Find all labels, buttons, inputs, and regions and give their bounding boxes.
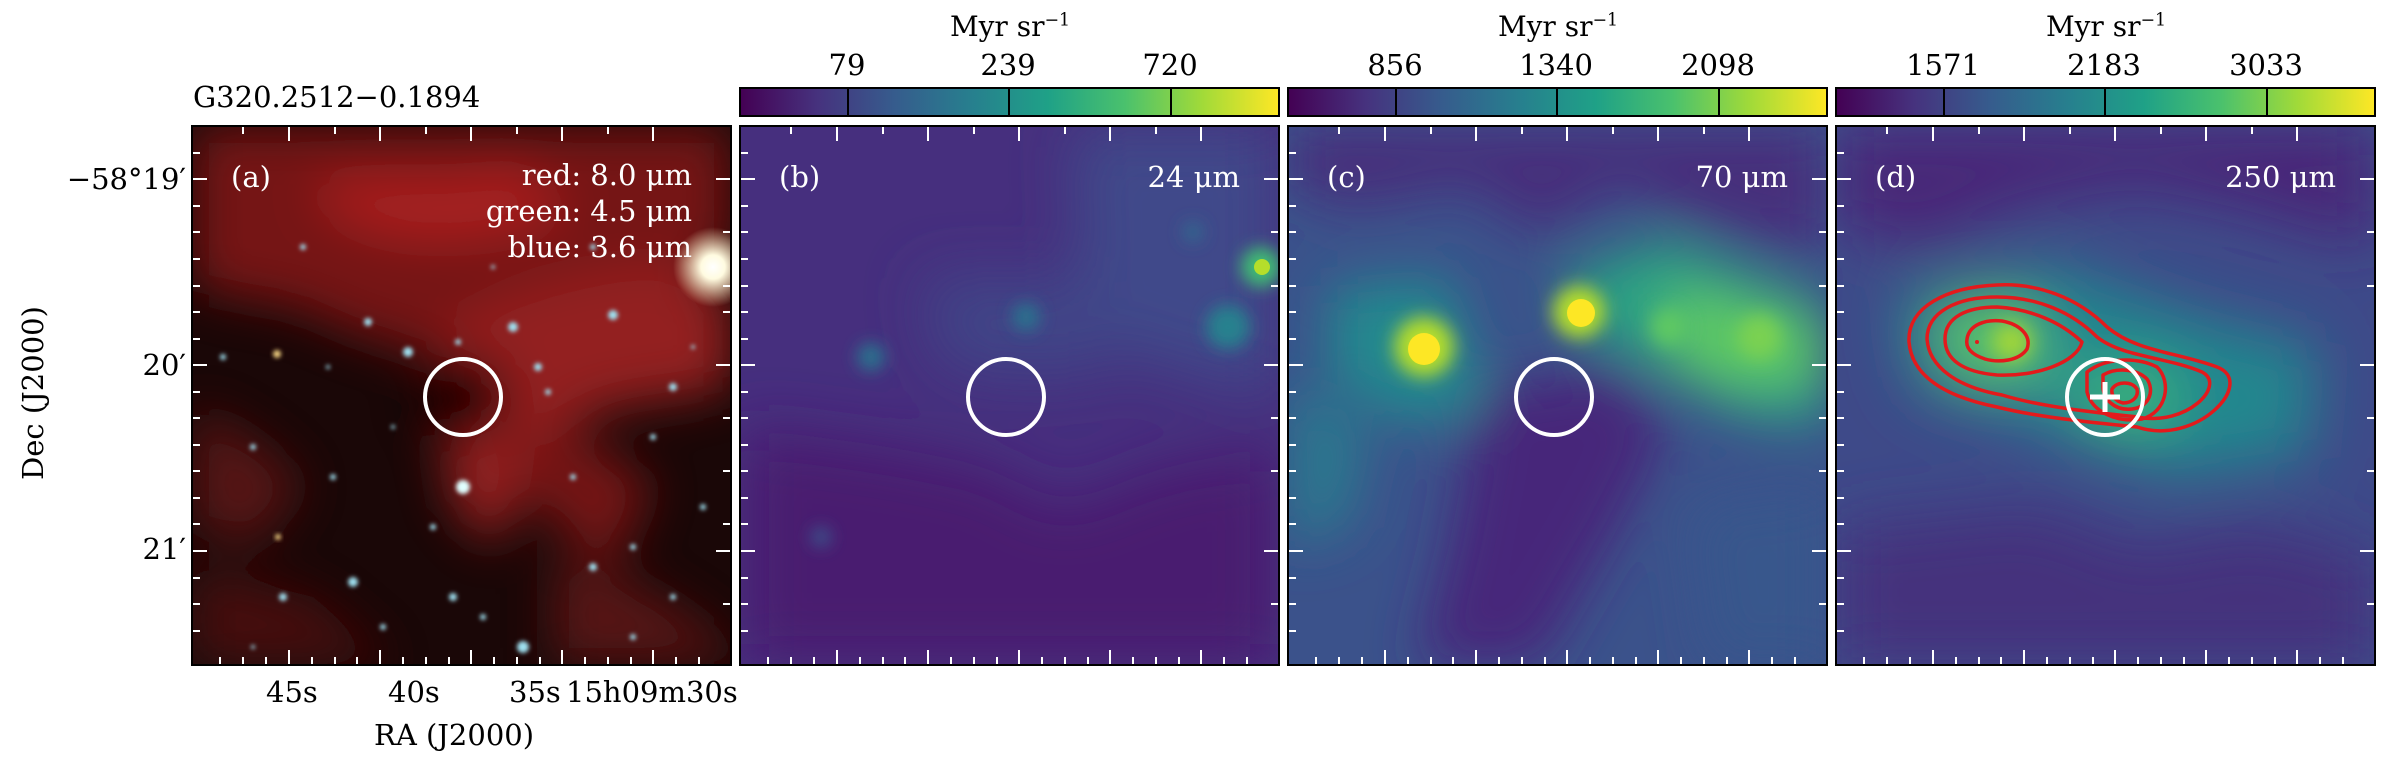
dec-tick-label: −58°19′ [66, 162, 186, 196]
dec-tick-label: 20′ [142, 348, 187, 382]
ra-tick-label: 35s [509, 675, 561, 709]
colorbar-unit: Myr sr−1 [949, 10, 1071, 43]
band-label: 24 μm [1147, 160, 1240, 194]
colorbar-24um [739, 87, 1280, 117]
ra-tick-label: 45s [266, 675, 318, 709]
colorbar-tick-label: 1571 [1906, 48, 1980, 82]
colorbar-tick-label: 79 [828, 48, 866, 82]
panel-a-rgb-image: (a) red: 8.0 μm green: 4.5 μm blue: 3.6 … [191, 125, 732, 666]
panel-c-70um: (c) 70 μm [1287, 125, 1828, 666]
panel-tag: (b) [779, 160, 821, 194]
ra-tick-label: 40s [388, 675, 440, 709]
colorbar-250um [1835, 87, 2376, 117]
colorbar-tick-label: 3033 [2229, 48, 2303, 82]
channel-blue-label: blue: 3.6 μm [507, 230, 692, 264]
colorbar-tick-label: 2098 [1681, 48, 1755, 82]
panel-tag: (c) [1327, 160, 1366, 194]
channel-red-label: red: 8.0 μm [521, 158, 692, 192]
colorbar-tick-label: 239 [980, 48, 1036, 82]
colorbar-tick-label: 856 [1367, 48, 1423, 82]
colorbar-unit: Myr sr−1 [1497, 10, 1619, 43]
band-label: 70 μm [1695, 160, 1788, 194]
x-axis-label: RA (J2000) [374, 718, 535, 752]
dec-tick-label: 21′ [142, 532, 187, 566]
colorbar-70um [1287, 87, 1828, 117]
colorbar-tick-label: 2183 [2067, 48, 2141, 82]
colorbar-tick-label: 1340 [1519, 48, 1593, 82]
band-label: 250 μm [2225, 160, 2336, 194]
colorbar-tick-label: 720 [1142, 48, 1198, 82]
y-axis-label: Dec (J2000) [16, 306, 50, 480]
colorbar-unit: Myr sr−1 [2045, 10, 2167, 43]
panel-tag: (d) [1875, 160, 1917, 194]
source-name: G320.2512−0.1894 [193, 80, 481, 114]
ra-tick-label: 15h09m30s [566, 675, 738, 709]
panel-b-24um: (b) 24 μm [739, 125, 1280, 666]
panel-tag: (a) [231, 160, 271, 194]
panel-d-250um: (d) 250 μm [1835, 125, 2376, 666]
channel-green-label: green: 4.5 μm [485, 194, 692, 228]
